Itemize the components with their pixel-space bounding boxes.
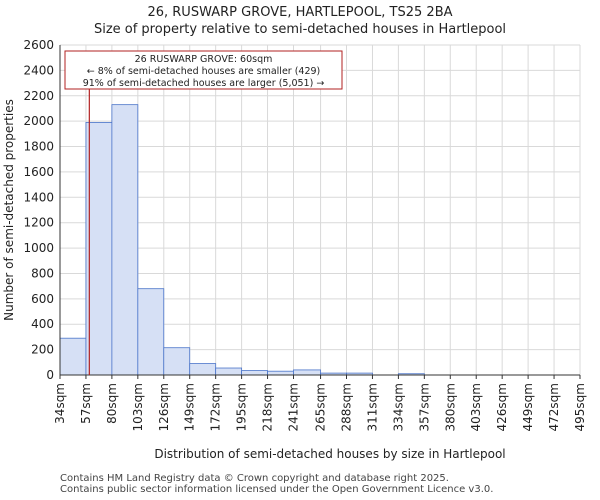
footer-line-1: Contains HM Land Registry data © Crown c… bbox=[60, 473, 449, 484]
bar bbox=[59, 337, 87, 376]
y-axis-label: Number of semi-detached properties bbox=[2, 99, 16, 321]
x-tick-label: 403sqm bbox=[469, 383, 483, 431]
x-tick-label: 357sqm bbox=[417, 383, 431, 431]
annotation-line-2: ← 8% of semi-detached houses are smaller… bbox=[87, 66, 321, 77]
y-tick-label: 2200 bbox=[23, 89, 54, 103]
x-tick-label: 334sqm bbox=[391, 383, 405, 431]
y-tick-label: 1400 bbox=[23, 190, 54, 204]
annotation-box: 26 RUSWARP GROVE: 60sqm ← 8% of semi-det… bbox=[64, 50, 343, 90]
bar bbox=[85, 122, 113, 376]
y-tick-label: 1800 bbox=[23, 140, 54, 154]
x-tick-label: 241sqm bbox=[286, 383, 300, 431]
x-tick-label: 449sqm bbox=[521, 383, 535, 431]
chart-title: 26, RUSWARP GROVE, HARTLEPOOL, TS25 2BA bbox=[147, 5, 453, 20]
y-tick-label: 1200 bbox=[23, 216, 54, 230]
x-tick-label: 380sqm bbox=[443, 383, 457, 431]
footer-line-2: Contains public sector information licen… bbox=[60, 484, 494, 495]
x-tick-label: 495sqm bbox=[573, 383, 587, 431]
bar bbox=[163, 347, 191, 376]
annotation-line-3: 91% of semi-detached houses are larger (… bbox=[83, 78, 325, 89]
y-tick-label: 2400 bbox=[23, 63, 54, 77]
y-tick-label: 600 bbox=[31, 292, 54, 306]
annotation-line-1: 26 RUSWARP GROVE: 60sqm bbox=[135, 54, 273, 65]
x-tick-label: 149sqm bbox=[183, 383, 197, 431]
x-tick-label: 172sqm bbox=[209, 383, 223, 431]
bar bbox=[241, 370, 268, 376]
y-tick-label: 1000 bbox=[23, 241, 54, 255]
bar bbox=[189, 363, 217, 376]
x-tick-label: 472sqm bbox=[547, 383, 561, 431]
bar bbox=[293, 369, 321, 376]
y-tick-label: 400 bbox=[31, 317, 54, 331]
bar bbox=[267, 370, 294, 376]
bars bbox=[59, 104, 425, 376]
x-tick-label: 103sqm bbox=[131, 383, 145, 431]
x-tick-label: 426sqm bbox=[495, 383, 509, 431]
chart-title-block: 26, RUSWARP GROVE, HARTLEPOOL, TS25 2BA … bbox=[0, 4, 600, 38]
x-tick-label: 311sqm bbox=[365, 383, 379, 431]
bar bbox=[111, 104, 139, 376]
annotation-frame bbox=[64, 50, 343, 90]
x-tick-label: 195sqm bbox=[235, 383, 249, 431]
y-tick-label: 200 bbox=[31, 343, 54, 357]
axes bbox=[59, 45, 580, 376]
chart-subtitle: Size of property relative to semi-detach… bbox=[93, 22, 507, 37]
x-tick-label: 265sqm bbox=[314, 383, 328, 431]
y-tick-label: 2000 bbox=[23, 114, 54, 128]
bar bbox=[137, 288, 165, 376]
x-axis-label: Distribution of semi-detached houses by … bbox=[154, 447, 505, 461]
y-tick-labels: 0 200 400 600 800 1000 1200 1400 1600 1800 2000 220… bbox=[23, 38, 54, 382]
x-tick-label: 126sqm bbox=[157, 383, 171, 431]
x-tick-label: 218sqm bbox=[261, 383, 275, 431]
y-tick-label: 1600 bbox=[23, 165, 54, 179]
gridlines bbox=[59, 44, 581, 376]
y-tick-label: 2600 bbox=[23, 38, 54, 52]
x-tick-label: 57sqm bbox=[79, 383, 93, 424]
footer: Contains HM Land Registry data © Crown c… bbox=[60, 473, 493, 495]
x-tick-label: 34sqm bbox=[53, 383, 67, 424]
y-tick-label: 800 bbox=[31, 266, 54, 280]
x-tick-label: 80sqm bbox=[105, 383, 119, 424]
y-tick-label: 0 bbox=[46, 368, 54, 382]
x-tick-label: 288sqm bbox=[340, 383, 354, 431]
x-tick-labels: 34sqm 57sqm 80sqm 103sqm 126sqm 149sqm 172sqm 1… bbox=[53, 375, 587, 431]
bar bbox=[215, 367, 243, 376]
